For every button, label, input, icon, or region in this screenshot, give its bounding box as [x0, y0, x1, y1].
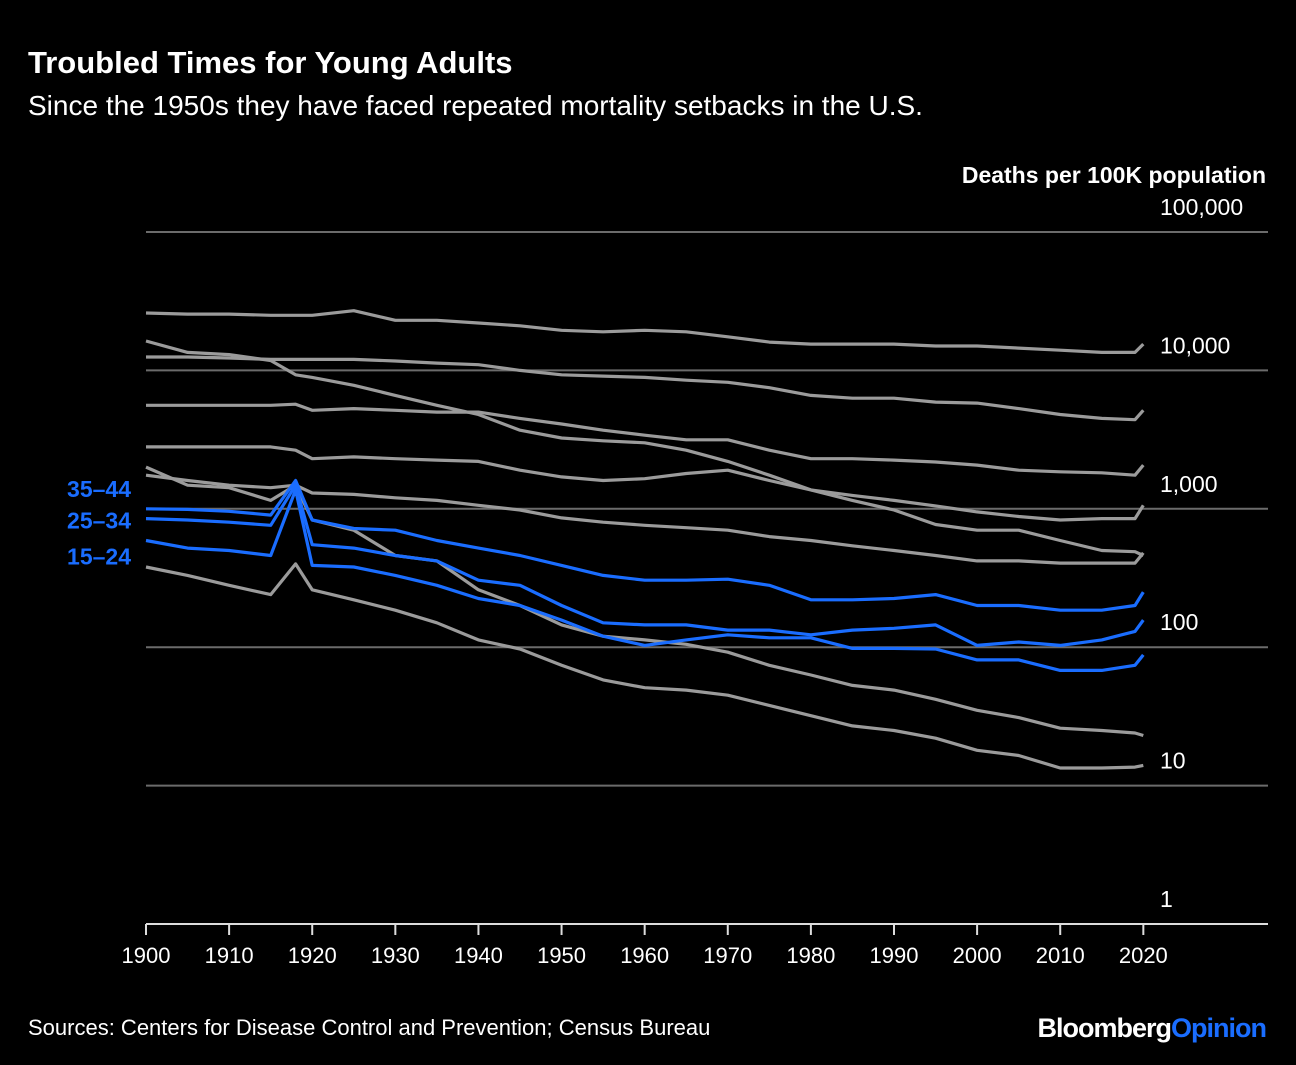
series-line [146, 402, 1145, 477]
x-tick-label: 1990 [870, 943, 919, 968]
y-tick-label: 100,000 [1160, 194, 1243, 220]
x-tick-label: 2000 [953, 943, 1002, 968]
series-line [145, 488, 1145, 672]
brand-logo: BloombergOpinion [1038, 1013, 1267, 1043]
series-line [145, 339, 1144, 557]
series-line [146, 355, 1145, 422]
x-tick-label: 1970 [703, 943, 752, 968]
brand-name: Bloomberg [1038, 1013, 1172, 1043]
y-axis-label: Deaths per 100K population [962, 162, 1266, 188]
series-line [145, 478, 1145, 612]
y-tick-label: 1,000 [1160, 471, 1218, 497]
x-tick-label: 1910 [205, 943, 254, 968]
y-tick-label: 10 [1160, 748, 1186, 774]
x-tick-label: 1900 [122, 943, 171, 968]
y-tick-label: 100 [1160, 609, 1198, 635]
y-tick-label: 1 [1160, 886, 1173, 912]
series-line [145, 473, 1145, 565]
series-label: 35–44 [67, 476, 131, 502]
x-tick-label: 1920 [288, 943, 337, 968]
y-tick-label: 10,000 [1160, 332, 1230, 358]
source-note: Sources: Centers for Disease Control and… [28, 1015, 710, 1040]
series-line [145, 562, 1144, 770]
series-line [146, 445, 1145, 522]
x-tick-label: 2010 [1036, 943, 1085, 968]
x-tick-label: 2020 [1119, 943, 1168, 968]
x-tick-label: 1980 [786, 943, 835, 968]
x-tick-label: 1960 [620, 943, 669, 968]
brand-suffix: Opinion [1171, 1013, 1266, 1043]
chart-subtitle: Since the 1950s they have faced repeated… [28, 90, 923, 121]
x-tick-label: 1930 [371, 943, 420, 968]
series-line [145, 483, 1145, 647]
series-label: 15–24 [67, 544, 131, 570]
series-label: 25–34 [67, 508, 131, 534]
series-line [145, 309, 1145, 354]
x-tick-label: 1950 [537, 943, 586, 968]
x-tick-label: 1940 [454, 943, 503, 968]
chart-title: Troubled Times for Young Adults [28, 45, 513, 80]
